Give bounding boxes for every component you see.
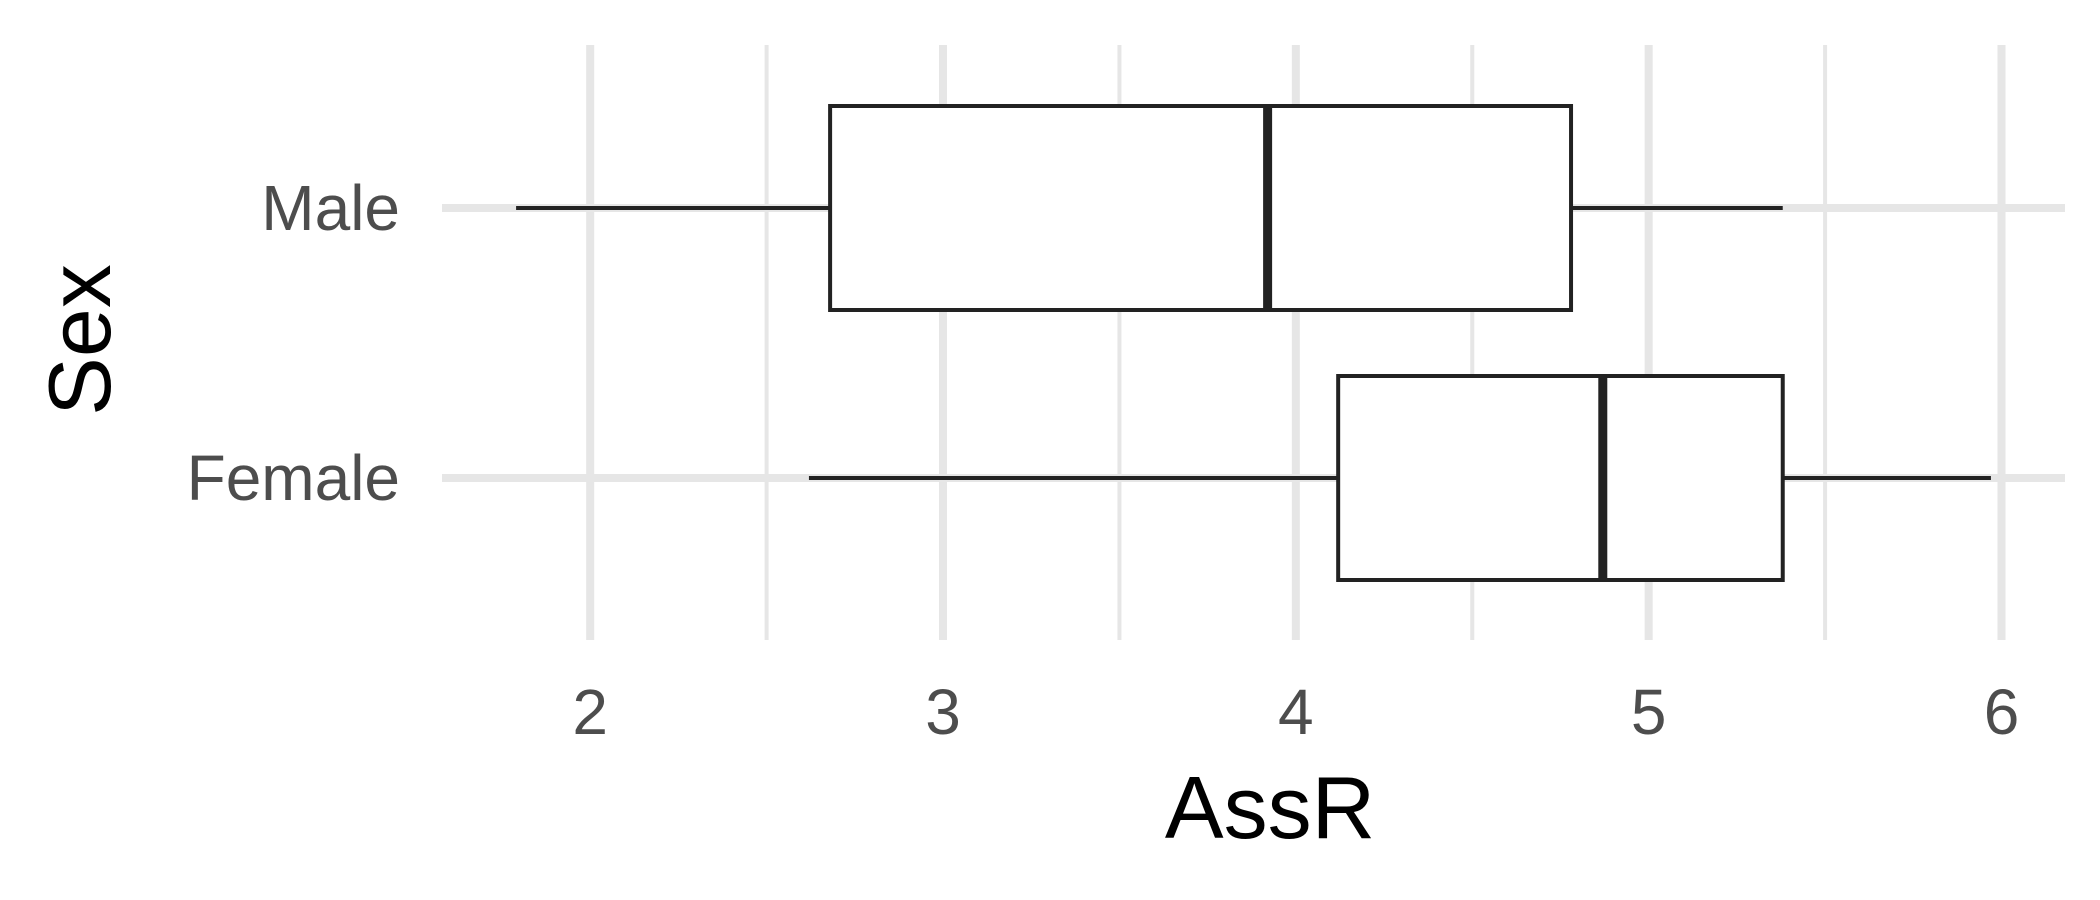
box-male — [516, 104, 1783, 312]
x-tick-label: 6 — [1984, 676, 2020, 748]
tick-labels: 2 3 4 5 6 Male Female — [187, 172, 2020, 748]
y-tick-label-male: Male — [261, 172, 400, 244]
y-axis-title: Sex — [30, 264, 129, 416]
x-tick-label: 5 — [1631, 676, 1667, 748]
x-tick-label: 2 — [572, 676, 608, 748]
box-layer — [516, 104, 1991, 582]
iqr-box-female — [1336, 374, 1785, 582]
y-tick-label-female: Female — [187, 442, 400, 514]
x-tick-label: 4 — [1278, 676, 1314, 748]
x-axis-title: AssR — [1165, 758, 1375, 857]
box-female — [808, 374, 1991, 582]
iqr-box-male — [828, 104, 1574, 312]
x-tick-label: 3 — [925, 676, 961, 748]
